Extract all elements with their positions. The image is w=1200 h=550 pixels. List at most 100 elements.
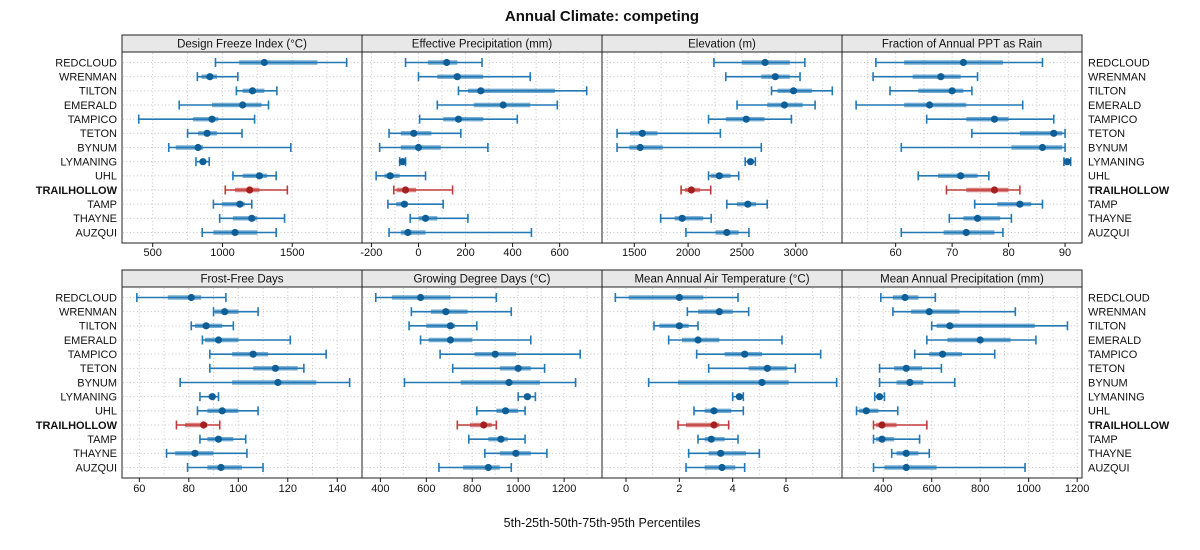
median-dot [491,350,499,358]
x-tick-label: 400 [503,247,521,259]
x-tick-label: 1500 [622,247,646,259]
median-dot [675,293,683,302]
station-label-right: EMERALD [1088,335,1141,347]
median-dot [946,322,954,330]
median-dot [1038,143,1047,152]
median-dot [208,115,216,123]
median-dot [939,350,947,358]
median-dot [501,407,510,415]
median-dot [723,228,731,237]
median-dot [761,58,769,67]
station-label-right: TETON [1088,128,1125,140]
median-dot [239,101,247,109]
panel: 60 70 80 90 Fraction of Annual PPT as Rain [841,34,1083,259]
station-label-right: UHL [1088,171,1110,183]
station-label-right: UHL [1088,406,1110,418]
station-label-right: WRENMAN [1088,306,1146,318]
station-label-right: THAYNE [1088,213,1132,225]
x-tick-label: 0 [623,483,629,495]
median-dot [446,322,455,330]
median-dot [400,200,408,208]
x-tick-label: 800 [463,483,481,495]
panel: -200 0 200 400 600 Effective Precipitation (m… [360,34,603,259]
station-label-left: LYMANING [60,156,117,168]
station-label-left: TAMPICO [68,349,118,361]
x-tick-label: 500 [144,247,162,259]
station-label-right: BYNUM [1088,377,1128,389]
x-tick-label: 600 [550,247,568,259]
median-dot [906,378,914,387]
station-label-left: THAYNE [73,213,117,225]
panel: 60 80 100 120 140 Frost-Free Days [121,269,363,495]
station-label-left: WRENMAN [59,71,117,83]
median-dot [956,172,965,180]
x-tick-label: 1000 [210,247,234,259]
median-dot [744,200,752,208]
median-dot [694,336,702,344]
station-label-right: TAMPICO [1088,114,1138,126]
panel: 0 2 4 6 Mean Annual Air Temperature (°C) [601,269,843,495]
chart-title: Annual Climate: competing [505,8,699,25]
median-dot [937,73,945,81]
x-tick-label: 200 [456,247,474,259]
median-dot [878,421,886,429]
median-dot [875,393,884,401]
median-dot [715,308,723,316]
station-label-right: TAMP [1088,199,1118,211]
median-dot [718,463,726,472]
median-dot [187,293,195,302]
median-dot [962,228,970,237]
station-label-left: TETON [80,128,117,140]
station-label-right: TILTON [1088,86,1126,98]
median-dot [710,421,718,429]
panel-title: Effective Precipitation (mm) [412,39,553,51]
panel-title: Design Freeze Index (°C) [177,39,307,51]
median-dot [707,435,715,443]
station-label-left: TRAILHOLLOW [36,185,118,197]
median-dot [687,186,695,194]
median-dot [789,87,798,95]
median-dot [925,101,934,109]
median-dot [249,350,257,358]
station-label-right: LYMANING [1088,391,1145,403]
station-label-right: TETON [1088,363,1125,375]
median-dot [505,378,513,387]
panel: 1500 2000 2500 3000 Elevation (m) [601,34,843,259]
station-label-left: TETON [80,363,117,375]
median-dot [710,407,718,415]
panel: 400 600 800 1000 1200 Mean Annual Precipitati… [841,269,1089,495]
station-label-right: AUZQUI [1088,462,1130,474]
station-label-right: LYMANING [1088,156,1145,168]
median-dot [862,407,870,415]
median-dot [416,293,425,302]
median-dot [973,214,982,222]
median-dot [248,87,257,95]
panel-title: Mean Annual Air Temperature (°C) [634,274,809,286]
station-label-left: THAYNE [73,448,117,460]
x-axis-caption: 5th-25th-50th-75th-95th Percentiles [504,516,701,530]
median-dot [214,336,223,344]
x-tick-label: 120 [279,483,297,495]
median-dot [638,129,646,137]
median-dot [959,58,968,67]
median-dot [902,364,910,372]
x-tick-label: 80 [1002,247,1014,259]
x-tick-label: 1500 [280,247,304,259]
station-label-left: REDCLOUD [55,57,117,69]
station-label-left: BYNUM [77,377,117,389]
median-dot [446,336,455,344]
station-label-left: AUZQUI [75,227,117,239]
median-dot [742,115,750,123]
x-tick-label: 2 [676,483,682,495]
x-tick-label: 0 [415,247,421,259]
x-tick-label: 2500 [730,247,754,259]
x-tick-label: 800 [971,483,989,495]
x-tick-label: 100 [229,483,247,495]
median-dot [990,186,999,194]
station-label-left: TILTON [79,86,117,98]
station-label-right: BYNUM [1088,142,1128,154]
station-label-left: TILTON [79,321,117,333]
